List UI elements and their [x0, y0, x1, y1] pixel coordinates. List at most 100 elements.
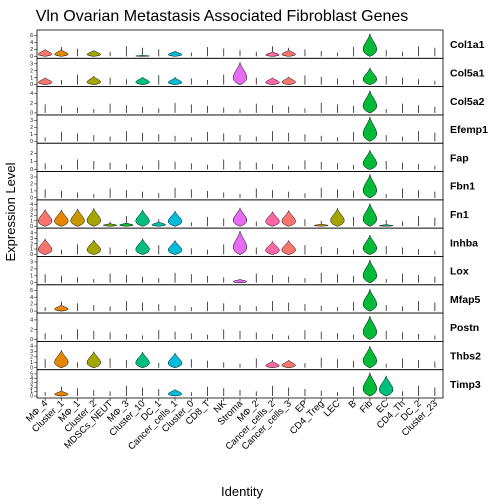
violin-stroma — [232, 206, 248, 227]
y-tick-label: 5 — [30, 372, 33, 378]
y-tick-label: 0 — [30, 82, 33, 88]
y-tick-label: 6 — [30, 33, 33, 39]
y-tick-label: 0 — [30, 54, 33, 60]
violin-m-4 — [38, 77, 53, 85]
y-tick-label: 0 — [30, 309, 33, 315]
violin-cd4-treg — [314, 223, 329, 227]
gene-label: Thbs2 — [450, 351, 481, 363]
y-tick-label: 4 — [30, 344, 33, 350]
violin-cancer-cells-1 — [167, 77, 183, 85]
violin-fib — [362, 315, 377, 340]
x-axis-label: Identity — [221, 484, 263, 499]
y-tick-label: 4 — [30, 40, 33, 46]
panel-postn: Postn 4 2 0 — [30, 312, 479, 343]
violin-cancer-cells-3 — [281, 359, 296, 368]
violin-fib — [362, 174, 377, 199]
gene-label: Lox — [450, 266, 469, 278]
y-tick-label: 0 — [30, 394, 33, 400]
y-tick-label: 1 — [30, 389, 33, 395]
y-tick-label: 4 — [30, 202, 33, 208]
y-tick-label: 0 — [30, 337, 33, 343]
y-tick-label: 1 — [30, 360, 33, 366]
y-tick-label: 2 — [30, 354, 33, 360]
violin-cancer-cells-3 — [281, 209, 296, 227]
y-tick-label: 0 — [30, 365, 33, 371]
y-tick-label: 2 — [30, 182, 33, 188]
violin-stroma — [232, 62, 248, 85]
y-tick-label: 2 — [30, 151, 33, 157]
violin-ec — [379, 374, 394, 397]
gene-label: Mfap5 — [450, 294, 480, 306]
y-tick-label: 3 — [30, 349, 33, 355]
y-tick-label: 0 — [30, 139, 33, 145]
violin-cancer-cells-1 — [167, 210, 183, 227]
violin-cluster-1 — [54, 390, 69, 397]
violin-fib — [362, 116, 377, 142]
violin-fib — [362, 90, 377, 114]
violin-cluster-1 — [54, 349, 69, 368]
gene-label: Inhba — [450, 237, 478, 249]
violin-cancer-cells-1 — [167, 352, 183, 368]
y-tick-label: 1 — [30, 247, 33, 253]
violin-fib — [362, 203, 377, 227]
panel-col5a2: Col5a2 4 2 0 — [30, 86, 485, 117]
y-tick-label: 6 — [30, 288, 33, 294]
violin-cancer-cells-2 — [265, 51, 280, 57]
violin-fib — [362, 149, 377, 170]
y-tick-label: 2 — [30, 266, 33, 272]
violin-cluster-1 — [54, 209, 69, 227]
violin-cancer-cells-2 — [265, 77, 280, 85]
violin-cancer-cells-2 — [265, 210, 280, 227]
y-tick-label: 1 — [30, 189, 33, 195]
violin-cluster-10 — [135, 209, 150, 227]
y-tick-label: 3 — [30, 236, 33, 242]
y-tick-label: 2 — [30, 385, 33, 391]
gene-label: Postn — [450, 322, 479, 334]
y-tick-label: 1 — [30, 159, 33, 165]
violin-cluster-10 — [135, 238, 150, 255]
gene-label: Col5a1 — [450, 67, 485, 79]
y-tick-label: 2 — [30, 47, 33, 53]
y-tick-label: 1 — [30, 218, 33, 224]
violin-stroma — [232, 278, 248, 284]
violin-cancer-cells-3 — [281, 49, 296, 57]
violin-cancer-cells-2 — [265, 240, 280, 255]
violin-cancer-cells-3 — [281, 76, 296, 85]
violin-cancer-cells-1 — [167, 389, 183, 397]
gene-label: Fbn1 — [450, 181, 475, 193]
y-tick-label: 1 — [30, 273, 33, 279]
y-tick-label: 2 — [30, 327, 33, 333]
violin-cluster-10 — [135, 76, 150, 85]
y-tick-label: 1 — [30, 132, 33, 138]
y-tick-label: 2 — [30, 302, 33, 308]
y-tick-label: 4 — [30, 376, 33, 382]
y-tick-label: 4 — [30, 91, 33, 97]
violin-mdscs-neut — [103, 223, 118, 227]
violin-cancer-cells-2 — [265, 360, 280, 368]
y-tick-label: 3 — [30, 61, 33, 67]
violin-stroma — [232, 231, 248, 255]
y-tick-label: 2 — [30, 241, 33, 247]
gene-label: Timp3 — [450, 379, 481, 391]
violin-lec — [330, 207, 345, 227]
violin-fib — [362, 234, 377, 255]
y-tick-label: 3 — [30, 118, 33, 124]
violin-fib — [362, 33, 377, 57]
y-tick-label: 2 — [30, 68, 33, 74]
violin-cluster-2 — [86, 239, 101, 255]
violin-cluster-1 — [54, 49, 69, 57]
panel-fap: Fap 2 1 0 — [30, 142, 469, 173]
violin-cluster-2 — [86, 75, 101, 85]
x-tick-label: B — [347, 398, 359, 410]
x-axis: MΦ_4Cluster_1MΦ_1Cluster_2MDSCs_NEUTMΦ_3… — [24, 398, 440, 453]
violin-cancer-cells-3 — [281, 239, 296, 255]
violin-cluster-1 — [54, 304, 69, 312]
y-axis-label: Expression Level — [3, 162, 18, 261]
gene-label: Fap — [450, 152, 469, 164]
y-tick-label: 2 — [30, 213, 33, 219]
